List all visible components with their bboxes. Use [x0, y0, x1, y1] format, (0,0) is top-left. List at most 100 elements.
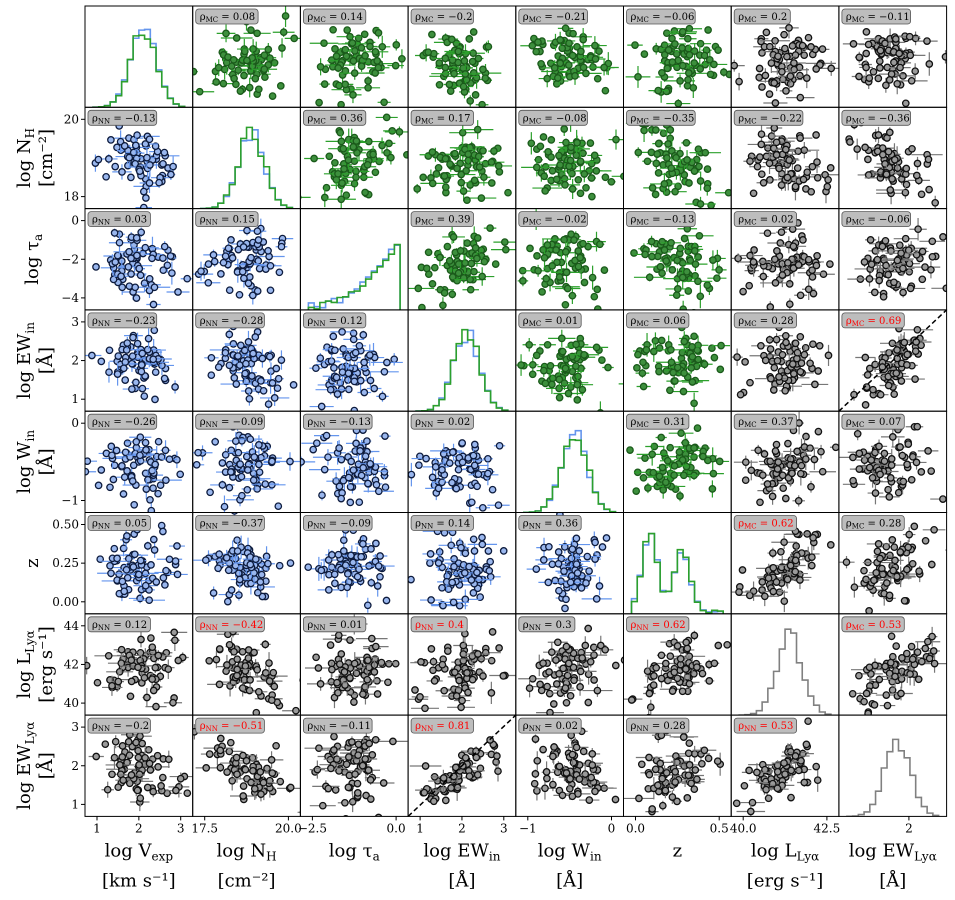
- data-point: [385, 139, 393, 148]
- data-point: [201, 556, 210, 565]
- data-point: [914, 225, 922, 234]
- data-point: [233, 547, 242, 555]
- data-point: [132, 378, 140, 387]
- data-point: [441, 54, 450, 63]
- data-point: [568, 169, 576, 178]
- data-point: [906, 284, 915, 293]
- data-point: [349, 335, 358, 344]
- data-point: [931, 198, 940, 207]
- data-point: [598, 356, 606, 364]
- data-point: [428, 148, 437, 156]
- data-point: [137, 367, 146, 376]
- data-point: [913, 159, 922, 168]
- data-point: [349, 57, 358, 65]
- data-point: [415, 461, 423, 470]
- data-point: [266, 286, 275, 295]
- data-point: [576, 189, 585, 198]
- data-point: [573, 138, 581, 147]
- data-point: [695, 231, 704, 240]
- data-point: [882, 261, 890, 270]
- data-point: [85, 457, 92, 466]
- data-point: [344, 369, 353, 378]
- data-point: [766, 457, 775, 466]
- data-point: [338, 368, 347, 377]
- data-point: [356, 376, 365, 385]
- correlation-label: ρMC = −0.2: [410, 8, 474, 25]
- data-point: [696, 200, 705, 208]
- data-point: [853, 429, 862, 438]
- data-point: [479, 65, 487, 74]
- data-point: [690, 399, 698, 408]
- data-point: [528, 41, 537, 50]
- data-point: [141, 469, 150, 478]
- data-point: [579, 35, 588, 44]
- data-point: [350, 69, 359, 77]
- data-point: [445, 80, 454, 89]
- panel-2-7: ρMC = −0.06: [838, 208, 948, 311]
- data-point: [666, 386, 674, 395]
- data-point: [428, 280, 437, 288]
- data-point: [243, 56, 251, 65]
- data-point: [380, 98, 388, 107]
- data-point: [450, 69, 458, 78]
- data-point: [251, 555, 260, 564]
- data-point: [471, 91, 480, 99]
- data-point: [759, 272, 768, 281]
- panel-0-0: [84, 5, 194, 108]
- data-point: [350, 406, 359, 412]
- data-point: [691, 308, 697, 310]
- data-point: [245, 83, 254, 92]
- data-point: [566, 383, 575, 392]
- data-point: [428, 30, 436, 39]
- data-point: [264, 400, 273, 409]
- data-point: [560, 235, 568, 244]
- label-box: [87, 109, 158, 126]
- data-point: [590, 151, 599, 160]
- data-point: [785, 24, 793, 32]
- data-point: [547, 136, 556, 144]
- data-point: [593, 74, 602, 83]
- data-point: [814, 367, 823, 375]
- panel-5-2: ρNN = −0.09: [299, 512, 409, 615]
- data-point: [469, 28, 478, 36]
- data-point: [812, 65, 821, 73]
- data-point: [122, 565, 131, 574]
- data-point: [366, 42, 374, 51]
- data-point: [380, 367, 389, 376]
- correlation-value: ρNN = −0.09: [200, 417, 264, 429]
- data-point: [703, 281, 712, 290]
- data-point: [871, 448, 879, 457]
- data-point: [222, 29, 230, 38]
- data-point: [815, 341, 824, 350]
- data-point: [780, 30, 788, 39]
- data-point: [349, 466, 358, 474]
- correlation-value: ρMC = 0.07: [846, 417, 901, 429]
- data-point: [663, 456, 672, 465]
- data-point: [896, 443, 904, 451]
- data-point: [214, 363, 223, 372]
- data-point: [746, 157, 754, 166]
- data-point: [673, 285, 682, 293]
- data-point: [279, 28, 288, 37]
- data-point: [448, 478, 456, 487]
- data-point: [253, 588, 262, 597]
- data-point: [869, 385, 877, 394]
- data-point: [255, 460, 263, 469]
- data-point: [878, 150, 887, 159]
- data-point: [329, 25, 337, 34]
- correlation-value: ρMC = −0.06: [631, 12, 695, 24]
- label-box: [518, 211, 588, 228]
- data-point: [925, 185, 933, 194]
- data-point: [888, 175, 896, 183]
- data-point: [867, 456, 876, 464]
- data-point: [128, 385, 136, 393]
- data-point: [648, 450, 657, 459]
- data-point: [237, 472, 246, 481]
- correlation-value: ρMC = −0.21: [523, 12, 587, 24]
- data-point: [227, 236, 235, 244]
- data-point: [899, 264, 907, 273]
- data-point: [579, 239, 587, 248]
- data-point: [340, 165, 348, 173]
- data-point: [365, 351, 374, 359]
- data-point: [129, 563, 138, 571]
